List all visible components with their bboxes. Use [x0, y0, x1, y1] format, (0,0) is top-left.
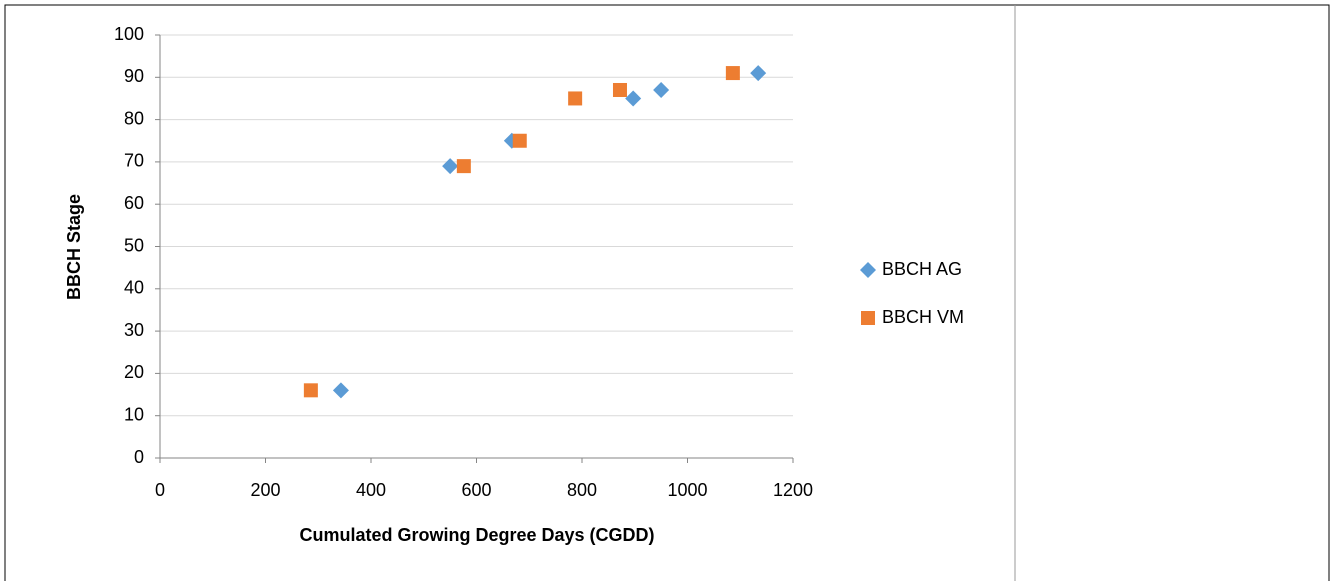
point: [612, 82, 627, 97]
point: [442, 158, 459, 175]
y-tick-label: 60: [124, 193, 144, 213]
point: [512, 133, 527, 148]
point: [653, 81, 670, 98]
legend-label: BBCH AG: [882, 259, 962, 279]
y-tick-label: 80: [124, 108, 144, 128]
point: [456, 159, 471, 174]
point: [725, 66, 740, 81]
legend-marker: [860, 262, 876, 278]
y-tick-label: 0: [134, 447, 144, 467]
point: [750, 65, 767, 82]
x-axis-title: Cumulated Growing Degree Days (CGDD): [299, 525, 654, 545]
y-tick-label: 100: [114, 24, 144, 44]
y-axis-title: BBCH Stage: [64, 194, 84, 300]
x-tick-label: 1200: [773, 480, 813, 500]
x-tick-label: 0: [155, 480, 165, 500]
y-tick-label: 20: [124, 362, 144, 382]
x-tick-label: 800: [567, 480, 597, 500]
x-tick-label: 200: [250, 480, 280, 500]
y-tick-label: 10: [124, 404, 144, 424]
x-tick-label: 400: [356, 480, 386, 500]
x-tick-label: 1000: [667, 480, 707, 500]
point: [503, 132, 520, 149]
point: [568, 91, 583, 106]
y-tick-label: 50: [124, 235, 144, 255]
point: [303, 383, 318, 398]
y-tick-label: 70: [124, 151, 144, 171]
y-tick-label: 90: [124, 66, 144, 86]
y-tick-label: 30: [124, 320, 144, 340]
legend-label: BBCH VM: [882, 307, 964, 327]
point: [625, 90, 642, 107]
x-tick-label: 600: [461, 480, 491, 500]
y-tick-label: 40: [124, 278, 144, 298]
point: [332, 382, 349, 399]
legend-marker: [861, 311, 875, 325]
